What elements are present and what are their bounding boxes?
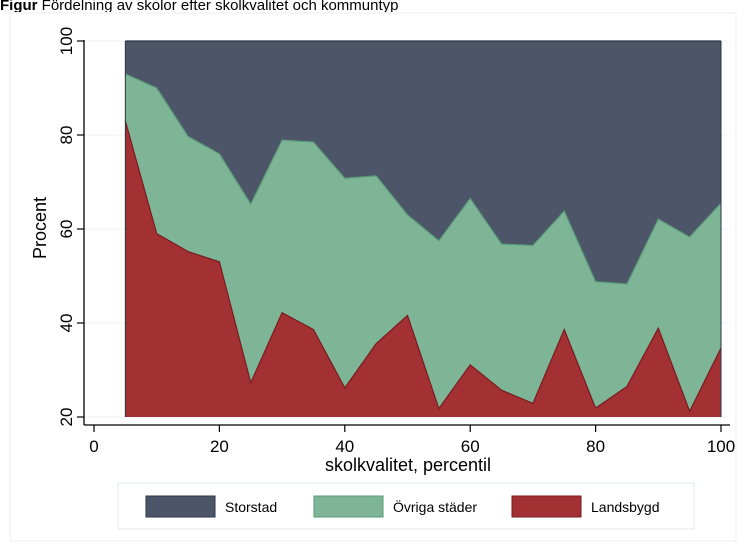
x-tick-label-0: 0 <box>89 437 98 456</box>
legend-label-vriga-st-der: Övriga städer <box>393 498 477 515</box>
y-tick-label-20: 20 <box>57 408 76 427</box>
stacked-areas <box>124 40 722 418</box>
legend-label-landsbygd: Landsbygd <box>591 499 660 515</box>
area-landsbygd <box>125 120 722 418</box>
legend-label-storstad: Storstad <box>225 499 277 515</box>
y-tick-label-40: 40 <box>57 314 76 333</box>
y-tick-label-60: 60 <box>57 220 76 239</box>
ticks: 0 20 40 60 80 100 20 40 60 80 100 <box>57 27 735 456</box>
area-edge-landsbygd <box>124 120 722 413</box>
legend-swatch-landsbygd <box>511 495 582 518</box>
legend: Storstad Övriga städer Landsbygd <box>117 482 695 530</box>
legend-swatch-vriga-st-der <box>313 495 384 518</box>
caption-label: Figur <box>0 0 38 12</box>
y-tick-label-100: 100 <box>57 27 76 55</box>
caption-text: Fördelning av skolor efter skolkvalitet … <box>41 0 399 12</box>
x-axis-title: skolkvalitet, percentil <box>325 455 491 475</box>
y-axis-title: Procent <box>30 197 50 259</box>
area-edge-vriga-st-der <box>125 73 722 285</box>
axes <box>83 40 730 426</box>
y-tick-label-80: 80 <box>57 126 76 145</box>
legend-swatch-storstad <box>145 495 216 518</box>
x-tick-label-100: 100 <box>707 437 735 456</box>
x-tick-label-20: 20 <box>210 437 229 456</box>
figure-caption: Figur Fördelning av skolor efter skolkva… <box>0 0 744 12</box>
x-tick-label-60: 60 <box>461 437 480 456</box>
x-tick-label-40: 40 <box>335 437 354 456</box>
x-tick-label-80: 80 <box>586 437 605 456</box>
